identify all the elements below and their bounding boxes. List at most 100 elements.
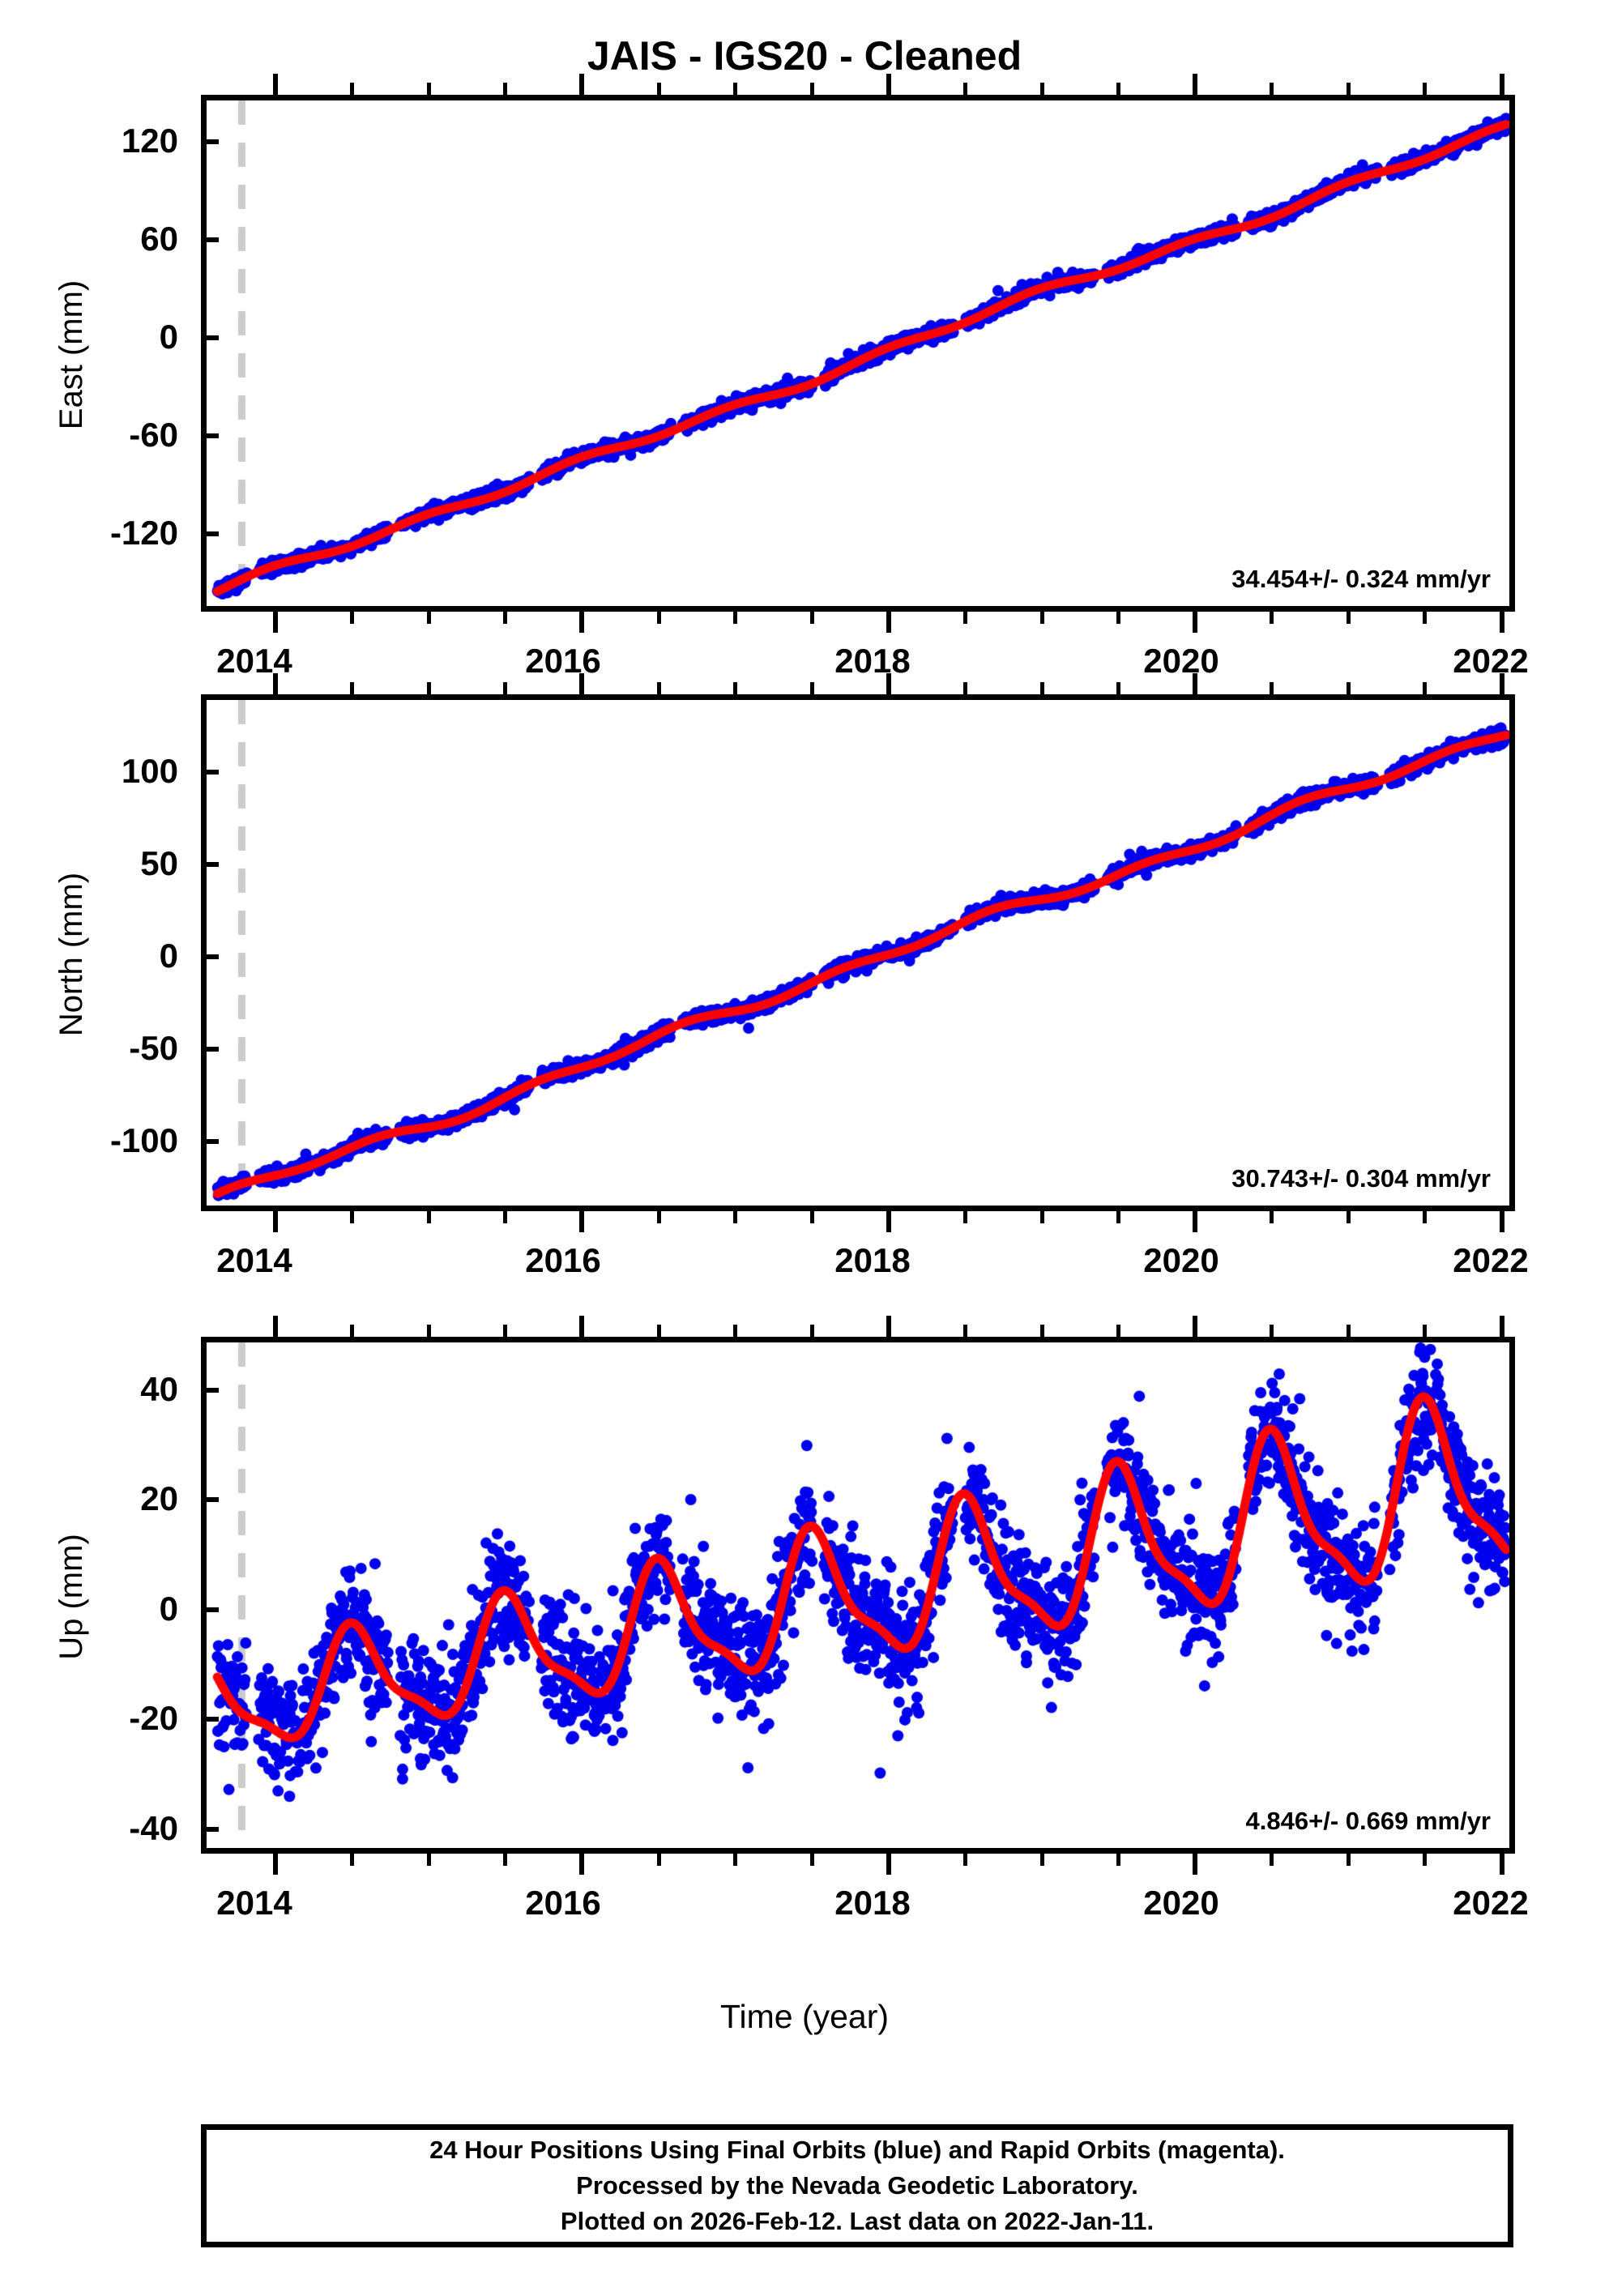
xtick-minor-top — [1039, 83, 1044, 95]
page-title: JAIS - IGS20 - Cleaned — [587, 33, 1022, 79]
xtick-major-top — [1193, 1316, 1198, 1337]
xtick-minor-bottom — [733, 612, 738, 624]
xtick-minor-top — [962, 1325, 967, 1337]
xtick-major-top — [886, 673, 891, 694]
ytick-mark-up-3 — [201, 1717, 219, 1722]
xtick-major-bottom — [1499, 1211, 1504, 1232]
xtick-minor-top — [1039, 1325, 1044, 1337]
ytick-mark-north-3 — [201, 1047, 219, 1052]
xtick-major-top — [1499, 1316, 1504, 1337]
xtick-minor-bottom — [656, 1854, 661, 1866]
xtick-minor-top — [1270, 83, 1274, 95]
ytick-mark-north-4 — [201, 1139, 219, 1144]
xtick-major-bottom — [1193, 612, 1198, 633]
xtick-major-top — [273, 74, 279, 95]
xtick-label-east-3: 2020 — [1143, 642, 1219, 680]
xtick-minor-top — [1116, 682, 1121, 694]
xtick-minor-bottom — [1116, 1211, 1121, 1223]
xtick-minor-bottom — [426, 612, 431, 624]
xtick-minor-top — [733, 1325, 738, 1337]
rate-annotation-up: 4.846+/- 0.669 mm/yr — [1245, 1807, 1491, 1835]
xtick-minor-top — [1423, 1325, 1428, 1337]
ytick-label-north-4: -100 — [109, 1121, 178, 1159]
ytick-mark-north-1 — [201, 862, 219, 867]
xtick-minor-bottom — [1423, 612, 1428, 624]
ytick-label-north-3: -50 — [129, 1029, 178, 1067]
xtick-major-top — [273, 673, 279, 694]
xtick-minor-bottom — [733, 1211, 738, 1223]
ytick-mark-north-2 — [201, 954, 219, 959]
xtick-minor-top — [656, 83, 661, 95]
ytick-mark-east-0 — [201, 139, 219, 144]
xtick-minor-top — [350, 1325, 355, 1337]
xtick-minor-top — [809, 83, 814, 95]
panel-north: North (mm) 100 50 0 -50 -100 30.743+/- 0… — [0, 600, 1609, 1280]
xtick-major-top — [579, 673, 585, 694]
ytick-label-up-0: 40 — [140, 1370, 178, 1408]
footer-note-line-3: Plotted on 2026-Feb-12. Last data on 202… — [560, 2207, 1154, 2235]
xtick-label-up-4: 2022 — [1453, 1884, 1529, 1922]
ytick-mark-east-3 — [201, 433, 219, 438]
xtick-major-top — [886, 74, 891, 95]
xtick-minor-top — [1346, 83, 1351, 95]
xtick-minor-bottom — [426, 1854, 431, 1866]
xtick-minor-top — [1423, 83, 1428, 95]
xtick-major-top — [1193, 673, 1198, 694]
xtick-major-bottom — [273, 612, 279, 633]
xtick-minor-top — [1346, 682, 1351, 694]
ytick-mark-up-2 — [201, 1607, 219, 1612]
xtick-minor-bottom — [426, 1211, 431, 1223]
xtick-minor-bottom — [809, 1211, 814, 1223]
xtick-minor-bottom — [350, 1854, 355, 1866]
xtick-label-east-2: 2018 — [834, 642, 911, 680]
xtick-minor-bottom — [809, 612, 814, 624]
xtick-major-top — [1499, 74, 1504, 95]
xtick-label-north-2: 2018 — [834, 1241, 911, 1279]
xtick-minor-top — [1039, 682, 1044, 694]
xtick-minor-top — [503, 1325, 508, 1337]
xtick-label-east-1: 2016 — [525, 642, 601, 680]
xtick-minor-bottom — [1039, 1211, 1044, 1223]
ytick-label-east-4: -120 — [109, 514, 178, 552]
xtick-minor-bottom — [1270, 612, 1274, 624]
rate-annotation-north: 30.743+/- 0.304 mm/yr — [1231, 1164, 1491, 1193]
xtick-major-bottom — [886, 1211, 891, 1232]
xtick-minor-bottom — [1116, 1854, 1121, 1866]
panel-east: East (mm) 120 60 0 -60 -120 34.454+/- 0.… — [0, 0, 1609, 681]
xtick-label-up-2: 2018 — [834, 1884, 911, 1922]
xtick-minor-bottom — [1423, 1211, 1428, 1223]
ytick-mark-up-1 — [201, 1497, 219, 1502]
xtick-major-top — [1193, 74, 1198, 95]
rate-annotation-east: 34.454+/- 0.324 mm/yr — [1231, 565, 1491, 593]
xtick-label-north-1: 2016 — [525, 1241, 601, 1279]
xtick-label-east-0: 2014 — [216, 642, 292, 680]
ytick-label-up-3: -20 — [129, 1699, 178, 1737]
xtick-minor-bottom — [962, 612, 967, 624]
xtick-minor-bottom — [1346, 1854, 1351, 1866]
xtick-major-bottom — [1499, 1854, 1504, 1875]
panel-up: Up (mm) 40 20 0 -20 -40 4.846+/- 0.669 m… — [0, 1199, 1609, 2009]
xtick-major-top — [579, 1316, 585, 1337]
xtick-minor-top — [426, 682, 431, 694]
xtick-minor-top — [1270, 682, 1274, 694]
ytick-label-east-1: 60 — [140, 220, 178, 258]
xtick-minor-bottom — [1039, 1854, 1044, 1866]
ytick-mark-up-4 — [201, 1827, 219, 1832]
xtick-major-bottom — [579, 612, 585, 633]
ytick-label-east-3: -60 — [129, 416, 178, 454]
xtick-minor-top — [350, 682, 355, 694]
xtick-label-up-0: 2014 — [216, 1884, 292, 1922]
xtick-minor-bottom — [350, 612, 355, 624]
xtick-label-east-4: 2022 — [1453, 642, 1529, 680]
footer-note-box: 24 Hour Positions Using Final Orbits (bl… — [201, 2124, 1513, 2247]
xtick-minor-bottom — [1270, 1854, 1274, 1866]
xtick-minor-bottom — [503, 1854, 508, 1866]
xtick-label-north-4: 2022 — [1453, 1241, 1529, 1279]
xtick-minor-bottom — [962, 1211, 967, 1223]
xtick-minor-top — [809, 682, 814, 694]
xtick-minor-top — [656, 682, 661, 694]
xtick-minor-top — [1116, 83, 1121, 95]
xtick-minor-top — [1346, 1325, 1351, 1337]
xtick-major-top — [579, 74, 585, 95]
xtick-major-top — [273, 1316, 279, 1337]
